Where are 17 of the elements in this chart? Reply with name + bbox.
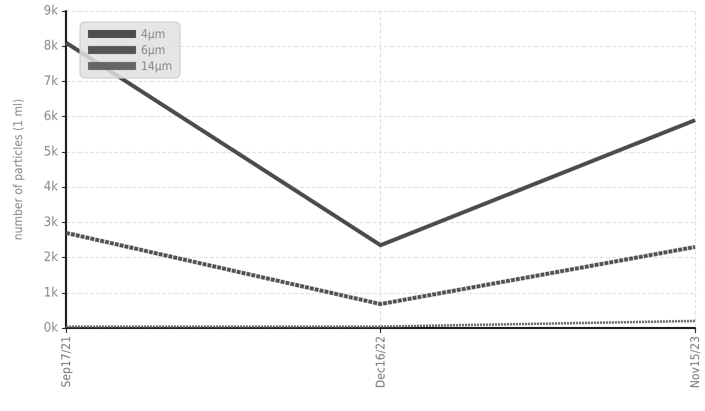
y-tick-label: 4k (44, 180, 58, 195)
legend-label: 6μm (141, 43, 166, 57)
x-tick-label: Dec16/22 (374, 336, 388, 388)
y-tick-label: 2k (44, 250, 58, 266)
y-tick-label: 9k (44, 4, 58, 18)
y-tick-label: 8k (44, 38, 58, 54)
y-tick-label: 5k (44, 144, 58, 160)
y-axis-title: number of particles (1 ml) (11, 98, 25, 240)
x-tick-label: Nov15/23 (688, 336, 702, 388)
legend-label: 14μm (141, 59, 172, 73)
y-tick-label: 7k (44, 74, 58, 89)
y-tick-label: 3k (44, 214, 58, 230)
x-tick-label: Sep17/21 (59, 336, 73, 388)
y-tick-label: 0k (44, 320, 58, 336)
y-tick-label: 1k (44, 285, 58, 300)
legend-label: 4μm (141, 27, 166, 41)
y-tick-label: 6k (44, 109, 58, 124)
